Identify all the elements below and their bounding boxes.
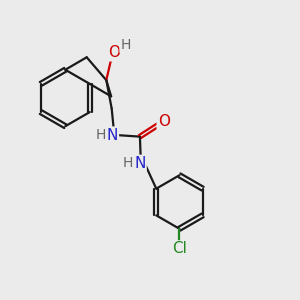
Text: O: O	[108, 45, 120, 60]
Text: N: N	[106, 128, 118, 142]
Text: H: H	[123, 156, 133, 170]
Text: Cl: Cl	[172, 242, 187, 256]
Text: N: N	[134, 156, 146, 171]
Text: H: H	[95, 128, 106, 142]
Text: H: H	[120, 38, 131, 52]
Text: O: O	[158, 114, 170, 129]
